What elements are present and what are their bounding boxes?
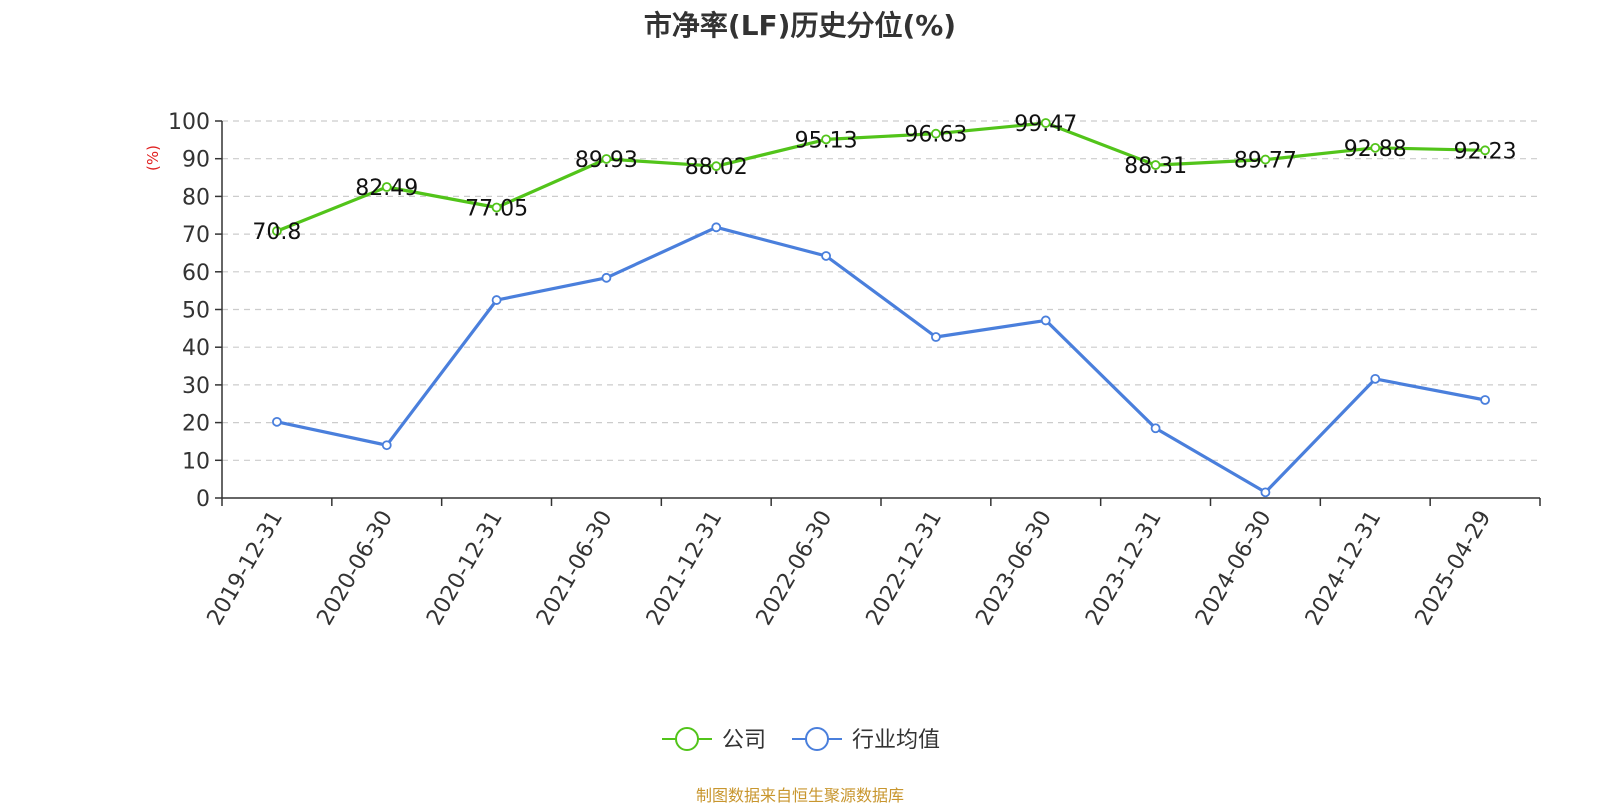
y-tick-label: 90 [182, 148, 210, 173]
x-axis-ticks: 2019-12-31 2020-06-30 2020-12-31 2021-06-30… [203, 498, 1541, 630]
data-point [931, 128, 941, 139]
x-tick-label: 2023-12-31 [1081, 507, 1167, 630]
x-tick-label: 2020-12-31 [422, 507, 508, 630]
x-tick-label: 2024-12-31 [1301, 507, 1387, 630]
data-point [1370, 142, 1381, 153]
legend-item: 行业均值 [792, 727, 940, 753]
chart-canvas: 2019-12-31 2020-06-30 2020-12-31 2021-06-30… [144, 110, 1541, 753]
x-tick-label: 2021-12-31 [642, 507, 728, 630]
data-point [821, 134, 831, 145]
data-point [1150, 423, 1161, 434]
series-line-0 [276, 121, 1486, 233]
y-tick-label: 70 [182, 223, 210, 248]
y-tick-label: 20 [182, 412, 210, 437]
legend-label: 公司 [722, 728, 766, 753]
series-line-1 [276, 225, 1486, 494]
source-note: 制图数据来自恒生聚源数据库 [695, 786, 904, 805]
data-point [1370, 373, 1381, 384]
x-tick-label: 2024-06-30 [1191, 507, 1277, 630]
data-point [601, 272, 612, 283]
series-points [272, 118, 1490, 498]
x-tick-label: 2019-12-31 [203, 507, 289, 630]
y-tick-label: 30 [182, 374, 210, 399]
data-point [491, 295, 502, 305]
data-point [1260, 154, 1271, 165]
x-tick-label: 2023-06-30 [971, 507, 1057, 630]
legend-marker-icon [805, 727, 829, 751]
data-label: 70.8 [252, 220, 301, 245]
y-tick-label: 0 [196, 487, 210, 512]
data-point [272, 226, 282, 236]
data-label: 88.31 [1124, 154, 1187, 179]
data-point [1480, 395, 1490, 405]
axes [221, 121, 1540, 499]
data-label: 88.02 [685, 155, 748, 180]
data-label: 89.93 [575, 148, 638, 173]
grid-lines [222, 120, 1540, 461]
data-label: 82.49 [355, 176, 418, 201]
data-point [601, 154, 612, 164]
legend-item: 公司 [662, 727, 766, 753]
data-point [821, 251, 831, 261]
y-tick-label: 80 [182, 185, 210, 210]
data-point [491, 202, 502, 213]
data-label: 92.23 [1454, 139, 1517, 164]
data-point [381, 182, 392, 192]
data-point [381, 440, 392, 451]
data-point [931, 332, 941, 342]
data-label: 92.88 [1344, 137, 1407, 162]
legend: 公司 行业均值 [662, 727, 940, 753]
data-label: 77.05 [465, 197, 528, 222]
x-tick-label: 2022-06-30 [752, 507, 838, 630]
x-tick-label: 2022-12-31 [862, 507, 948, 630]
y-axis-label: (%) [144, 145, 162, 171]
data-label: 89.77 [1234, 149, 1297, 174]
data-point [711, 161, 722, 172]
data-point [1260, 487, 1271, 498]
data-label: 96.63 [904, 123, 967, 148]
y-tick-label: 100 [168, 110, 210, 135]
chart-title: 市净率(LF)历史分位(%) [643, 9, 957, 42]
data-point [711, 222, 722, 233]
y-tick-label: 40 [182, 336, 210, 361]
data-point [1040, 315, 1051, 326]
x-tick-label: 2021-06-30 [532, 507, 618, 630]
data-point [1480, 145, 1490, 156]
x-tick-label: 2020-06-30 [312, 507, 398, 630]
y-tick-label: 60 [182, 261, 210, 286]
data-point [1150, 160, 1161, 170]
data-point [1040, 118, 1051, 128]
series-lines [276, 121, 1486, 494]
data-point [272, 416, 282, 427]
y-tick-label: 10 [182, 449, 210, 474]
x-tick-label: 2025-04-29 [1411, 507, 1497, 630]
y-tick-label: 50 [182, 299, 210, 324]
data-label: 99.47 [1014, 112, 1077, 137]
legend-marker-icon [675, 727, 699, 751]
data-labels: 70.8 82.49 77.05 89.93 88.02 95.13 96.63 99.47 8… [252, 112, 1516, 245]
legend-label: 行业均值 [852, 728, 940, 753]
y-axis-ticks: 0 10 20 30 40 50 60 70 80 90 100 [168, 110, 222, 512]
data-label: 95.13 [795, 128, 858, 153]
